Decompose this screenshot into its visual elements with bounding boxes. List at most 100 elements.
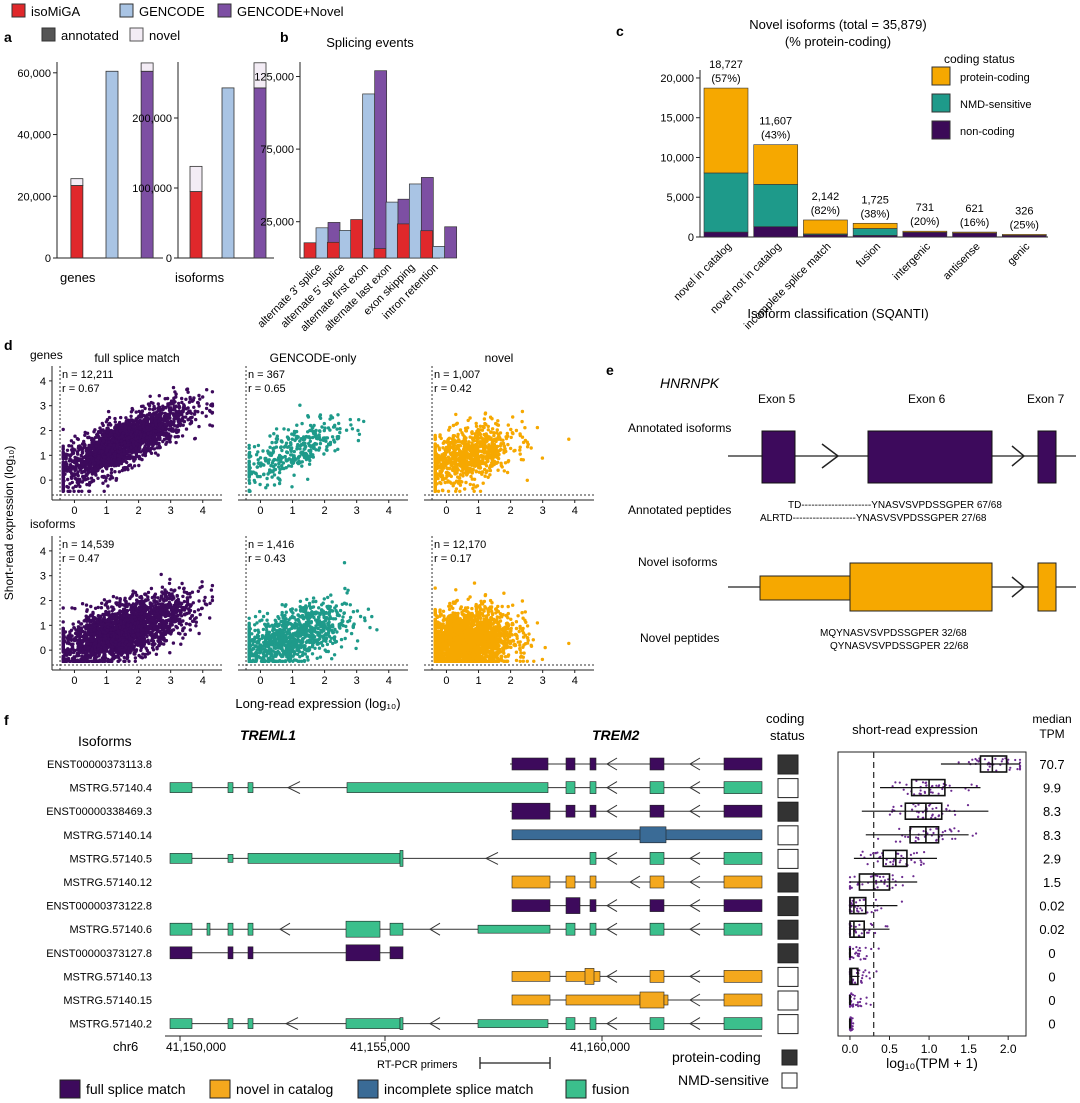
scatter-point	[155, 442, 159, 446]
x-axis-label: genes	[60, 270, 96, 285]
row-label: genes	[30, 348, 63, 362]
scatter-point	[141, 449, 145, 453]
scatter-point	[88, 470, 92, 474]
scatter-point	[258, 482, 262, 487]
scatter-point	[480, 428, 485, 432]
scatter-point	[272, 473, 277, 477]
scatter-point	[61, 484, 65, 488]
scatter-point	[193, 436, 197, 441]
scatter-point	[451, 484, 455, 488]
scatter-point	[480, 470, 485, 474]
scatter-point	[496, 437, 500, 441]
scatter-point	[442, 439, 447, 444]
scatter-point	[435, 474, 439, 479]
scatter-point	[256, 443, 261, 448]
scatter-point	[467, 454, 471, 459]
scatter-point	[520, 409, 525, 414]
scatter-point	[96, 456, 101, 460]
scatter-point	[95, 441, 99, 446]
scatter-point	[272, 432, 276, 436]
scatter-point	[172, 413, 176, 417]
scatter-point	[256, 458, 260, 462]
bar-annotated-isoMiGA	[70, 185, 84, 259]
scatter-point	[509, 435, 513, 440]
scatter-point	[535, 425, 540, 430]
scatter-point	[322, 428, 326, 433]
scatter-point	[510, 431, 515, 435]
scatter-point	[433, 489, 437, 493]
scatter-point	[485, 439, 489, 443]
scatter-point	[261, 449, 265, 453]
y-tick-label: 0	[40, 645, 46, 657]
scatter-point	[523, 426, 527, 430]
scatter-point	[496, 450, 500, 454]
scatter-point	[125, 450, 129, 454]
bar-protein-coding-novel not in catalog	[753, 144, 799, 185]
scatter-point	[254, 472, 258, 476]
scatter-point	[182, 404, 186, 408]
scatter-point	[474, 424, 479, 428]
scatter-point	[338, 427, 342, 431]
y-tick-label: 100,000	[132, 183, 172, 195]
scatter-point	[141, 425, 145, 429]
stat-n: n = 1,007	[434, 369, 480, 381]
bar-GENCODE-alternate first exon	[362, 93, 376, 259]
scatter-point	[134, 446, 138, 451]
scatter-point	[186, 390, 190, 394]
scatter-point	[145, 416, 150, 420]
scatter-point	[492, 442, 497, 447]
scatter-point	[314, 428, 318, 433]
scatter-point	[175, 593, 179, 598]
scatter-point	[317, 433, 321, 437]
scatter-point	[163, 428, 168, 432]
y-tick-label: 0	[45, 253, 51, 265]
scatter-point	[142, 433, 146, 438]
scatter-point	[290, 485, 294, 489]
y-tick-label: 0	[688, 232, 694, 244]
scatter-point	[265, 483, 270, 487]
scatter-point	[161, 439, 165, 444]
scatter-point	[280, 466, 284, 471]
scatter-point	[307, 462, 312, 466]
bar-annotated-isoMiGA	[189, 191, 203, 259]
scatter-point	[177, 406, 181, 410]
scatter-point	[201, 395, 205, 399]
scatter-point	[126, 467, 130, 472]
scatter-point	[438, 455, 442, 459]
scatter-point	[433, 483, 437, 487]
scatter-point	[356, 428, 360, 433]
bar-protein-coding-novel in catalog	[703, 87, 749, 174]
scatter-point	[500, 465, 504, 469]
scatter-point	[521, 458, 525, 462]
scatter-point	[181, 636, 185, 640]
scatter-point	[78, 484, 82, 489]
scatter-point	[130, 455, 134, 459]
scatter-point	[453, 460, 458, 465]
panel-c-chart: Novel isoforms (total = 35,879)(% protei…	[660, 17, 1048, 332]
scatter-point	[308, 423, 313, 428]
y-tick-label: 0	[40, 475, 46, 487]
scatter-point	[174, 440, 178, 445]
scatter-point	[112, 443, 116, 448]
legend-swatch-annotated	[41, 27, 56, 42]
scatter-point	[129, 432, 133, 437]
x-tick-label: 0	[257, 505, 263, 517]
scatter-point	[433, 478, 437, 482]
scatter-point	[72, 473, 77, 478]
scatter-point	[332, 424, 337, 429]
scatter-point	[469, 461, 473, 465]
bar-novel-isoMiGA	[189, 165, 203, 192]
scatter-point	[466, 462, 470, 467]
scatter-point	[344, 428, 349, 432]
scatter-point	[92, 430, 96, 434]
scatter-point	[478, 432, 483, 437]
scatter-point	[481, 444, 485, 449]
scatter-point	[335, 427, 339, 431]
scatter-point	[300, 421, 304, 426]
scatter-point	[157, 394, 161, 398]
scatter-point	[184, 397, 188, 401]
y-tick-label: 10,000	[660, 152, 694, 164]
scatter-point	[190, 415, 194, 419]
scatter-points	[61, 385, 215, 493]
scatter-point	[483, 421, 487, 426]
